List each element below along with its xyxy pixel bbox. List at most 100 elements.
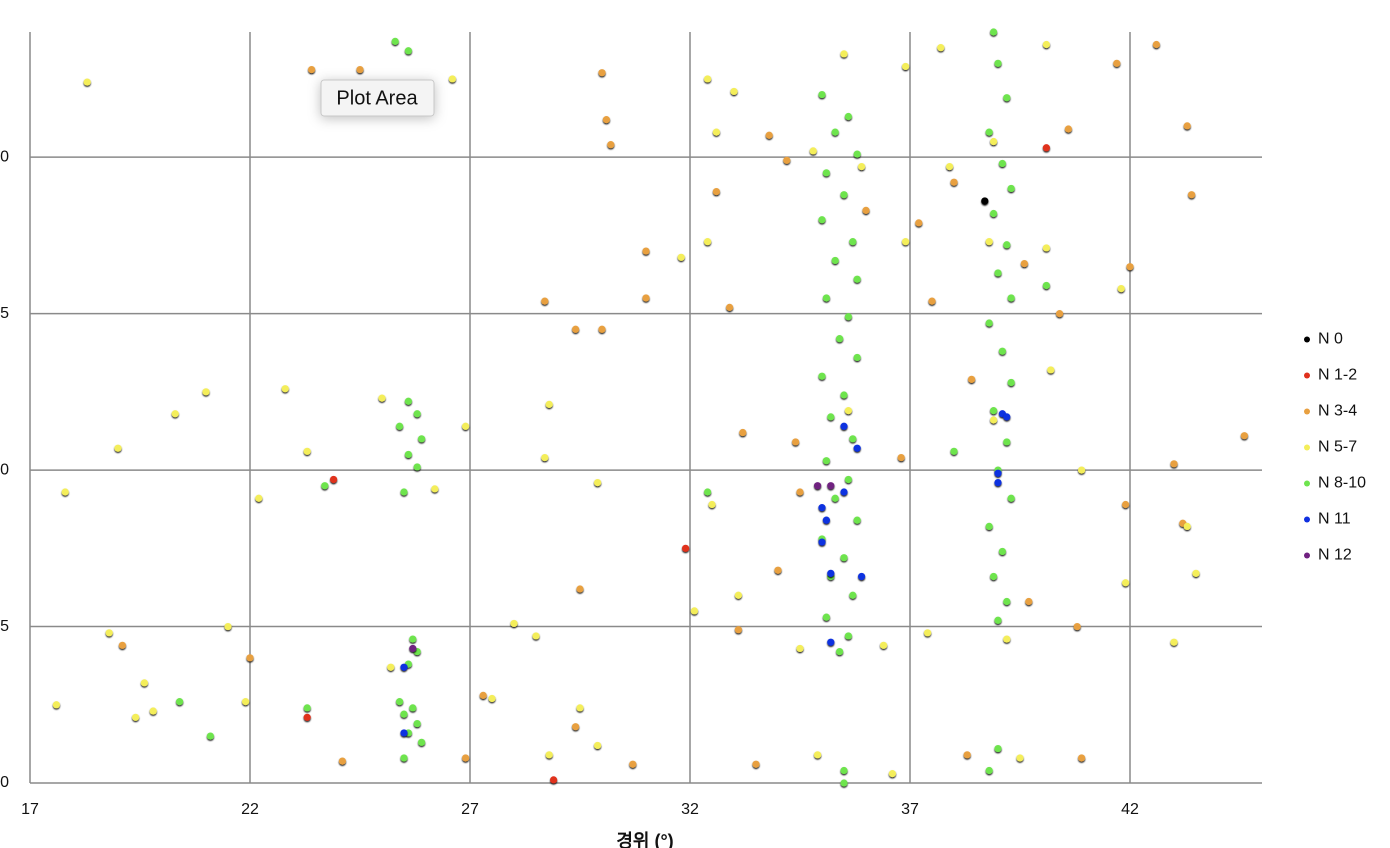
point bbox=[510, 619, 518, 628]
point bbox=[831, 128, 839, 136]
point bbox=[281, 385, 289, 393]
point bbox=[708, 500, 716, 509]
point bbox=[704, 238, 712, 246]
x-tick-label: 17 bbox=[21, 801, 39, 818]
legend-marker bbox=[1304, 552, 1310, 559]
point bbox=[404, 450, 412, 459]
x-tick-label: 27 bbox=[461, 801, 479, 818]
point bbox=[400, 488, 408, 496]
point bbox=[418, 435, 426, 443]
point bbox=[1122, 500, 1130, 509]
point bbox=[853, 275, 861, 283]
point bbox=[809, 147, 817, 155]
point bbox=[1047, 366, 1055, 374]
point bbox=[413, 719, 421, 728]
point bbox=[308, 65, 316, 74]
point bbox=[409, 644, 417, 653]
point bbox=[255, 494, 263, 502]
point bbox=[598, 69, 606, 77]
point bbox=[836, 647, 844, 656]
tooltip: Plot Area bbox=[320, 79, 435, 117]
point bbox=[990, 137, 998, 146]
point bbox=[1042, 281, 1050, 290]
point bbox=[994, 59, 1002, 67]
point bbox=[1117, 284, 1125, 293]
y-tick-label: 20 bbox=[0, 148, 9, 165]
point bbox=[1007, 378, 1015, 387]
legend-marker bbox=[1304, 444, 1310, 451]
point bbox=[840, 191, 848, 199]
point bbox=[1122, 579, 1130, 587]
point bbox=[985, 319, 993, 327]
point bbox=[400, 663, 408, 671]
x-tick-label: 22 bbox=[241, 801, 259, 818]
point bbox=[844, 475, 853, 484]
point bbox=[303, 704, 311, 712]
point bbox=[990, 407, 998, 415]
point bbox=[734, 591, 743, 599]
point bbox=[413, 410, 421, 418]
point bbox=[1113, 59, 1121, 67]
point bbox=[994, 479, 1002, 487]
point bbox=[849, 238, 857, 246]
point bbox=[61, 488, 69, 496]
point bbox=[1016, 754, 1024, 762]
point bbox=[338, 757, 346, 765]
x-tick-label: 37 bbox=[901, 801, 919, 818]
point bbox=[981, 197, 989, 205]
point bbox=[818, 372, 826, 380]
point bbox=[396, 698, 404, 706]
point bbox=[968, 375, 976, 383]
point bbox=[431, 485, 439, 493]
point bbox=[726, 303, 734, 311]
point bbox=[1007, 494, 1015, 502]
y-tick-label: 10 bbox=[0, 461, 9, 478]
point bbox=[844, 632, 853, 640]
point bbox=[1042, 244, 1050, 252]
legend-label: N 1-2 bbox=[1318, 367, 1357, 384]
point bbox=[602, 116, 611, 124]
point bbox=[572, 723, 580, 731]
grid: 17 22 27 32 37 42 0 5 10 15 20 bbox=[0, 32, 1262, 818]
point bbox=[990, 572, 998, 581]
point bbox=[1188, 191, 1196, 199]
point bbox=[888, 770, 897, 778]
point bbox=[822, 294, 831, 302]
point bbox=[814, 751, 822, 759]
point bbox=[796, 644, 804, 653]
legend-label: N 5-7 bbox=[1318, 439, 1357, 456]
legend-marker bbox=[1304, 372, 1310, 379]
point bbox=[1042, 40, 1050, 49]
point bbox=[796, 488, 804, 496]
point bbox=[915, 219, 923, 227]
point bbox=[1007, 294, 1015, 302]
point bbox=[409, 704, 417, 712]
point bbox=[897, 453, 905, 462]
point bbox=[840, 422, 848, 430]
tooltip-box bbox=[320, 79, 435, 117]
point bbox=[677, 253, 685, 261]
point bbox=[387, 663, 395, 671]
point bbox=[576, 585, 584, 593]
point bbox=[448, 75, 456, 83]
point bbox=[1020, 259, 1028, 268]
point bbox=[594, 741, 602, 750]
point bbox=[462, 754, 470, 762]
point bbox=[321, 482, 329, 490]
point bbox=[1007, 184, 1015, 193]
point bbox=[858, 162, 866, 171]
point bbox=[840, 488, 848, 496]
point bbox=[924, 629, 932, 637]
point bbox=[712, 128, 721, 136]
point bbox=[902, 238, 910, 246]
point bbox=[827, 638, 835, 646]
point bbox=[822, 457, 831, 465]
point bbox=[246, 654, 254, 662]
point bbox=[1025, 597, 1033, 606]
point bbox=[1126, 263, 1134, 271]
point bbox=[712, 187, 721, 196]
point bbox=[950, 447, 958, 455]
point bbox=[792, 438, 800, 446]
point bbox=[598, 325, 606, 333]
